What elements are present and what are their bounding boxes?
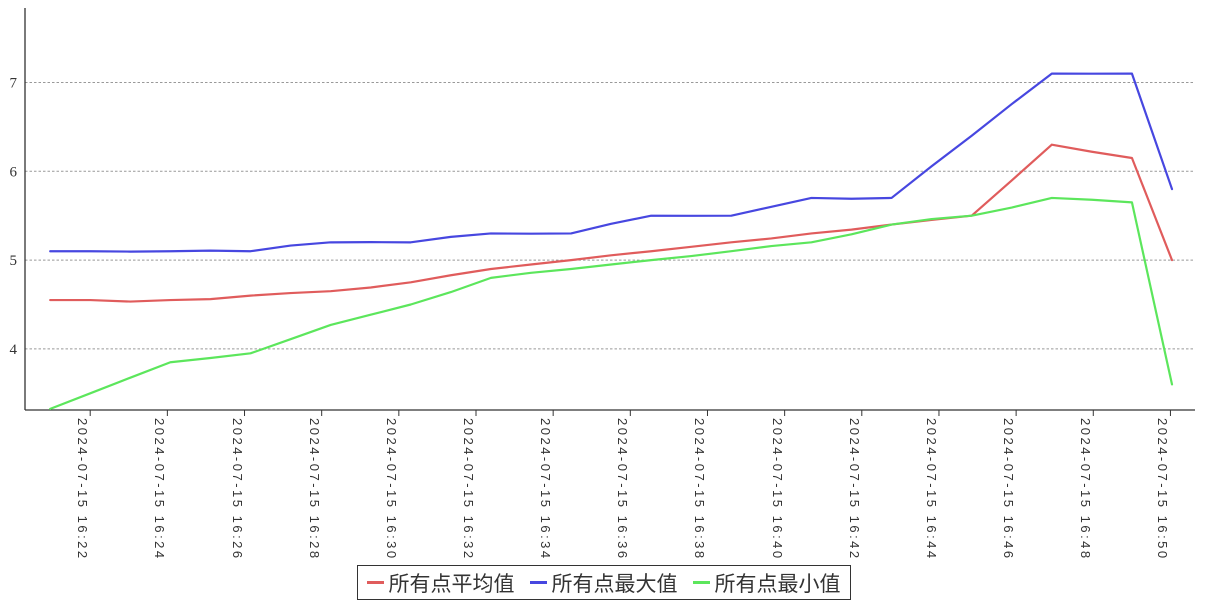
svg-text:5: 5 xyxy=(10,253,18,269)
svg-text:4: 4 xyxy=(10,342,18,358)
svg-text:7: 7 xyxy=(10,76,18,92)
svg-text:6: 6 xyxy=(10,164,18,180)
